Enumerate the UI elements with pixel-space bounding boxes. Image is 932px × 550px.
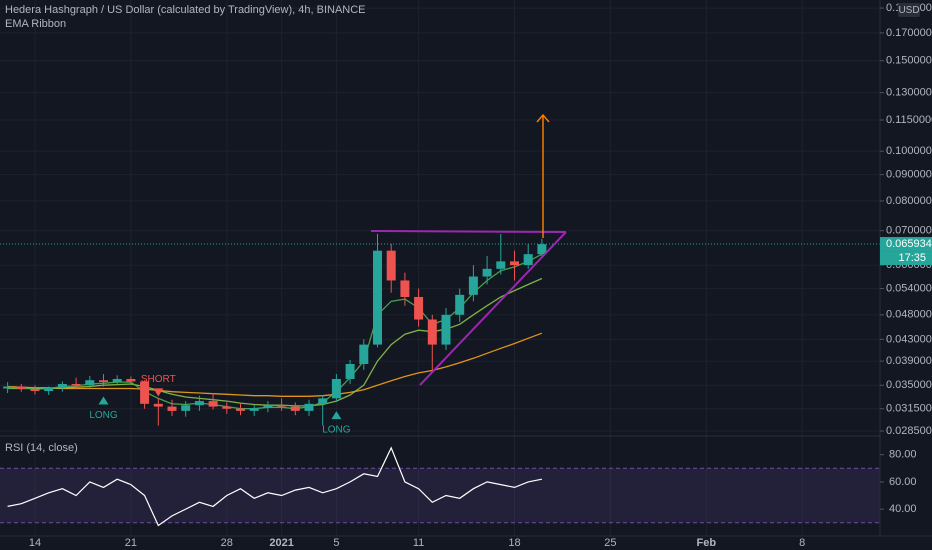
candle-body (345, 363, 355, 379)
y-tick-label: 0.09000000 (886, 169, 932, 181)
candle-body (44, 387, 54, 392)
candle-body (126, 378, 136, 382)
y-tick-label: 0.03900000 (886, 355, 932, 367)
candle-body (140, 381, 150, 404)
y-tick-label: 80.00 (889, 449, 917, 461)
candle-body (537, 244, 547, 255)
candle-body (99, 380, 108, 383)
y-tick-label: 0.04300000 (886, 333, 932, 345)
candle-body (414, 296, 424, 320)
ema-line (7, 253, 543, 410)
candle-body (441, 314, 451, 345)
y-tick-label: 0.03500000 (886, 379, 932, 391)
candle-body (85, 380, 95, 386)
candle-body (181, 405, 191, 411)
x-tick-label: 11 (413, 537, 424, 549)
y-tick-label: 0.08000000 (886, 195, 932, 207)
rsi-line (7, 446, 543, 527)
signal-arrow (98, 396, 109, 405)
x-tick-label: 18 (508, 537, 520, 549)
y-tick-label: 60.00 (889, 476, 917, 488)
candle-body (386, 250, 396, 281)
y-tick-label: 0.03150000 (886, 403, 932, 415)
y-tick-label: 0.05400000 (886, 282, 932, 294)
last-price-badge (880, 237, 932, 252)
x-tick-label: 25 (604, 537, 616, 549)
trendline (370, 230, 567, 233)
x-tick-label: 2021 (269, 537, 293, 549)
y-tick-label: 0.13000000 (886, 87, 932, 99)
x-tick-label: 28 (221, 537, 233, 549)
x-tick-label: 8 (799, 537, 805, 549)
rsi-band (0, 468, 880, 523)
y-tick-label: 0.07000000 (886, 225, 932, 237)
candle-body (30, 389, 40, 392)
ema-line (7, 332, 543, 397)
y-tick-label: 0.02850000 (886, 425, 932, 437)
signal-label: SHORT (141, 374, 176, 385)
candle-body (318, 398, 328, 404)
currency-badge[interactable] (898, 3, 920, 17)
candle-body (277, 405, 287, 407)
candle-body (153, 403, 163, 407)
signal-arrow (153, 388, 164, 397)
candle-body (468, 276, 478, 295)
y-tick-label: 0.10000000 (886, 145, 932, 157)
signal-label: LONG (322, 425, 351, 436)
rsi-title: RSI (14, close) (5, 442, 78, 454)
ema-line (7, 277, 543, 407)
candle-body (427, 319, 437, 345)
candle-body (496, 261, 506, 269)
candle-body (208, 401, 218, 407)
y-tick-label: 40.00 (889, 503, 917, 515)
chart-title: Hedera Hashgraph / US Dollar (calculated… (5, 4, 366, 16)
candle-body (373, 250, 382, 345)
signal-arrow (331, 411, 342, 420)
x-tick-label: 5 (333, 537, 339, 549)
candle-body (510, 261, 519, 266)
candle-body (304, 403, 314, 411)
candle-body (57, 383, 67, 388)
countdown-badge (880, 251, 932, 266)
x-tick-label: 21 (125, 537, 137, 549)
candle-body (249, 408, 259, 411)
x-tick-label: Feb (697, 537, 717, 549)
indicator-label: EMA Ribbon (5, 18, 66, 30)
candle-body (3, 386, 13, 389)
x-tick-label: 14 (29, 537, 41, 549)
y-tick-label: 0.17000000 (886, 27, 932, 39)
candle-body (331, 378, 341, 399)
y-tick-label: 0.04800000 (886, 309, 932, 321)
candle-body (194, 401, 204, 406)
candle-body (16, 386, 26, 390)
candle-body (523, 254, 533, 266)
candle-body (167, 406, 177, 411)
candle-body (112, 378, 122, 383)
last-price: 0.06593415 (886, 238, 932, 250)
signal-label: LONG (89, 410, 118, 421)
currency[interactable]: USD (898, 5, 919, 16)
candle-body (263, 405, 273, 409)
candle-body (236, 408, 245, 411)
candle-body (222, 406, 232, 409)
y-tick-label: 0.15000000 (886, 55, 932, 67)
candle-body (455, 294, 465, 315)
arrow-head (536, 113, 550, 123)
trendline (419, 231, 567, 386)
candle-body (71, 383, 81, 386)
countdown: 17:35 (898, 252, 926, 264)
candle-body (400, 280, 410, 297)
candle-body (482, 268, 492, 277)
candle-body (359, 344, 369, 364)
candle-body (290, 406, 300, 411)
y-tick-label: 0.11500000 (886, 114, 932, 126)
